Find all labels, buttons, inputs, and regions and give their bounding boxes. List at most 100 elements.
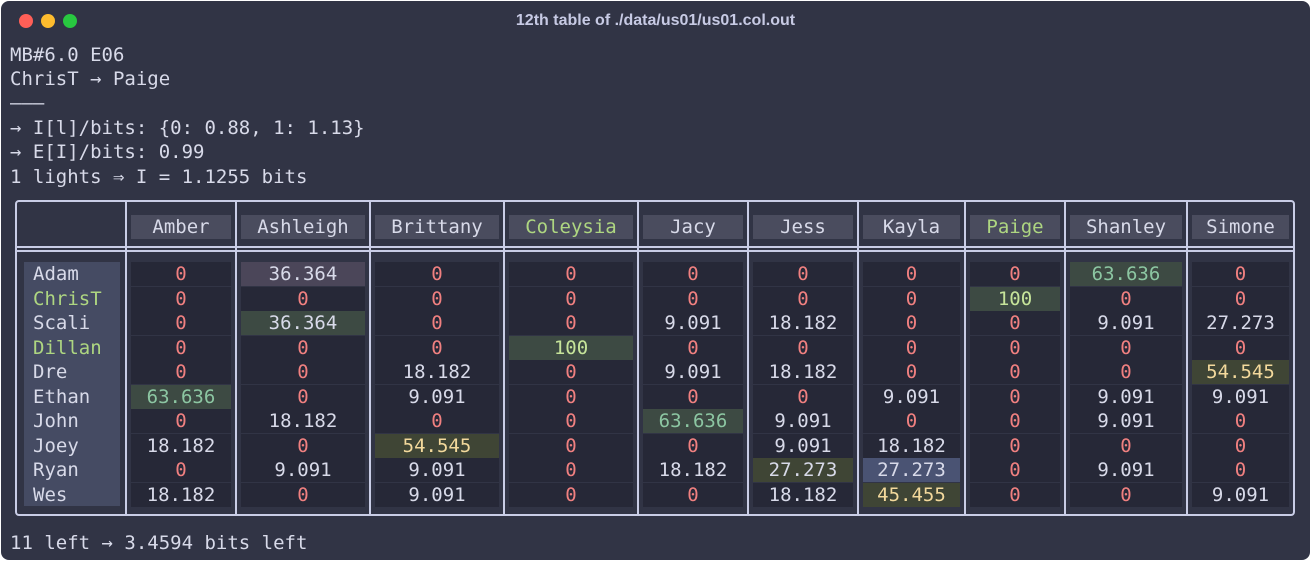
column-divider bbox=[1186, 202, 1188, 514]
column-header-amber: Amber bbox=[131, 215, 231, 239]
table-cell: 0 bbox=[375, 287, 499, 311]
minimize-button[interactable] bbox=[41, 14, 55, 28]
table-cell: 9.091 bbox=[1192, 483, 1289, 507]
table-cell: 0 bbox=[1070, 287, 1182, 311]
status-line: 11 left → 3.4594 bits left bbox=[10, 532, 308, 554]
row-name-dillan: Dillan bbox=[33, 337, 102, 359]
table-cell: 0 bbox=[643, 483, 743, 507]
table-cell: 0 bbox=[863, 287, 960, 311]
table-cell: 0 bbox=[241, 287, 365, 311]
column-divider bbox=[1064, 202, 1066, 514]
table-cell: 18.182 bbox=[863, 434, 960, 458]
info-line-lights: 1 lights ⇒ I = 1.1255 bits bbox=[10, 166, 308, 188]
table-cell: 0 bbox=[375, 409, 499, 433]
column-header-simone: Simone bbox=[1192, 215, 1289, 239]
table-cell: 0 bbox=[375, 336, 499, 360]
table-cell: 0 bbox=[509, 311, 633, 335]
info-line-pair: ChrisT → Paige bbox=[10, 68, 171, 90]
table-cell: 0 bbox=[970, 483, 1060, 507]
maximize-button[interactable] bbox=[63, 14, 77, 28]
table-cell: 0 bbox=[863, 336, 960, 360]
close-button[interactable] bbox=[19, 14, 33, 28]
table-cell: 0 bbox=[970, 336, 1060, 360]
row-name-ethan: Ethan bbox=[33, 386, 91, 408]
table-cell: 36.364 bbox=[241, 311, 365, 335]
table-cell: 27.273 bbox=[753, 458, 853, 482]
table-cell: 63.636 bbox=[131, 385, 231, 409]
table-cell: 0 bbox=[1070, 336, 1182, 360]
table-cell: 18.182 bbox=[241, 409, 365, 433]
title-bar: 12th table of ./data/us01/us01.col.out bbox=[1, 1, 1310, 41]
table-cell: 9.091 bbox=[753, 434, 853, 458]
table-cell: 0 bbox=[1070, 360, 1182, 384]
table-cell: 0 bbox=[1070, 483, 1182, 507]
column-header-jacy: Jacy bbox=[643, 215, 743, 239]
table-cell: 9.091 bbox=[863, 385, 960, 409]
table-cell: 0 bbox=[509, 458, 633, 482]
column-header-jess: Jess bbox=[753, 215, 853, 239]
table-cell: 0 bbox=[509, 287, 633, 311]
table-cell: 0 bbox=[753, 336, 853, 360]
table-cell: 0 bbox=[131, 311, 231, 335]
header-divider bbox=[17, 246, 1293, 248]
table-cell: 0 bbox=[509, 434, 633, 458]
table-cell: 0 bbox=[509, 262, 633, 286]
table-cell: 0 bbox=[241, 360, 365, 384]
table-cell: 0 bbox=[1192, 287, 1289, 311]
table-cell: 9.091 bbox=[375, 483, 499, 507]
row-name-john: John bbox=[33, 410, 79, 432]
row-name-joey: Joey bbox=[33, 435, 79, 457]
table-cell: 0 bbox=[863, 311, 960, 335]
column-divider bbox=[369, 202, 371, 514]
table-cell: 0 bbox=[131, 262, 231, 286]
table-cell: 0 bbox=[131, 287, 231, 311]
table-cell: 18.182 bbox=[753, 483, 853, 507]
column-header-brittany: Brittany bbox=[375, 215, 499, 239]
header-divider bbox=[17, 250, 1293, 252]
table-cell: 0 bbox=[1192, 336, 1289, 360]
table-cell: 0 bbox=[753, 385, 853, 409]
probability-table: Amber Ashleigh Brittany Coleysia Jacy Jess Kay… bbox=[15, 200, 1295, 516]
table-cell: 0 bbox=[643, 262, 743, 286]
table-cell: 9.091 bbox=[241, 458, 365, 482]
table-cell: 0 bbox=[863, 262, 960, 286]
window-title: 12th table of ./data/us01/us01.col.out bbox=[515, 12, 796, 29]
table-cell: 0 bbox=[241, 336, 365, 360]
row-name-wes: Wes bbox=[33, 484, 68, 506]
table-cell: 9.091 bbox=[1192, 385, 1289, 409]
table-cell: 0 bbox=[509, 360, 633, 384]
info-line-divider: ——— bbox=[10, 92, 45, 114]
info-line-episode: MB#6.0 E06 bbox=[10, 44, 125, 66]
table-cell: 0 bbox=[970, 262, 1060, 286]
table-cell: 9.091 bbox=[643, 360, 743, 384]
table-cell: 0 bbox=[970, 409, 1060, 433]
table-cell: 0 bbox=[643, 434, 743, 458]
table-cell: 0 bbox=[643, 336, 743, 360]
table-cell: 9.091 bbox=[1070, 385, 1182, 409]
table-cell: 0 bbox=[131, 336, 231, 360]
table-cell: 0 bbox=[1192, 262, 1289, 286]
table-cell: 0 bbox=[241, 483, 365, 507]
table-cell: 0 bbox=[970, 360, 1060, 384]
table-cell: 0 bbox=[1070, 434, 1182, 458]
row-name-christ: ChrisT bbox=[33, 288, 102, 310]
column-header-ashleigh: Ashleigh bbox=[241, 215, 365, 239]
table-cell: 9.091 bbox=[1070, 409, 1182, 433]
info-line-expected: → E[I]/bits: 0.99 bbox=[10, 141, 205, 163]
table-cell: 18.182 bbox=[131, 483, 231, 507]
table-cell: 9.091 bbox=[643, 311, 743, 335]
column-divider bbox=[637, 202, 639, 514]
column-divider bbox=[125, 202, 127, 514]
row-name-scali: Scali bbox=[33, 312, 91, 334]
table-cell: 18.182 bbox=[131, 434, 231, 458]
table-cell: 27.273 bbox=[1192, 311, 1289, 335]
table-cell: 9.091 bbox=[375, 458, 499, 482]
column-header-coleysia: Coleysia bbox=[509, 215, 633, 239]
table-cell: 0 bbox=[131, 360, 231, 384]
table-cell: 0 bbox=[970, 458, 1060, 482]
table-cell: 0 bbox=[753, 262, 853, 286]
table-cell: 0 bbox=[643, 385, 743, 409]
table-cell: 0 bbox=[375, 311, 499, 335]
table-cell: 100 bbox=[970, 287, 1060, 311]
